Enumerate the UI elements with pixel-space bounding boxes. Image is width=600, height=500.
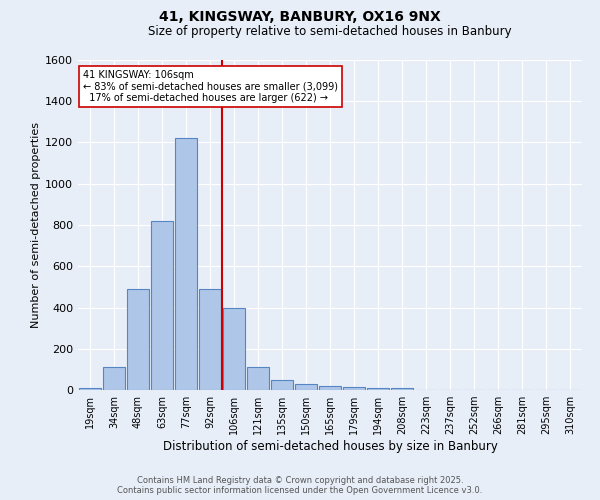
X-axis label: Distribution of semi-detached houses by size in Banbury: Distribution of semi-detached houses by … xyxy=(163,440,497,453)
Bar xyxy=(175,138,197,390)
Bar xyxy=(391,388,413,390)
Bar xyxy=(367,388,389,390)
Bar xyxy=(343,388,365,390)
Y-axis label: Number of semi-detached properties: Number of semi-detached properties xyxy=(31,122,41,328)
Bar xyxy=(271,380,293,390)
Bar xyxy=(295,384,317,390)
Bar xyxy=(79,388,101,390)
Text: 41 KINGSWAY: 106sqm
← 83% of semi-detached houses are smaller (3,099)
  17% of s: 41 KINGSWAY: 106sqm ← 83% of semi-detach… xyxy=(83,70,338,103)
Text: 41, KINGSWAY, BANBURY, OX16 9NX: 41, KINGSWAY, BANBURY, OX16 9NX xyxy=(159,10,441,24)
Title: Size of property relative to semi-detached houses in Banbury: Size of property relative to semi-detach… xyxy=(148,25,512,38)
Bar xyxy=(247,368,269,390)
Bar xyxy=(103,368,125,390)
Bar xyxy=(319,386,341,390)
Bar xyxy=(151,221,173,390)
Bar xyxy=(199,289,221,390)
Text: Contains HM Land Registry data © Crown copyright and database right 2025.
Contai: Contains HM Land Registry data © Crown c… xyxy=(118,476,482,495)
Bar xyxy=(223,308,245,390)
Bar xyxy=(127,289,149,390)
